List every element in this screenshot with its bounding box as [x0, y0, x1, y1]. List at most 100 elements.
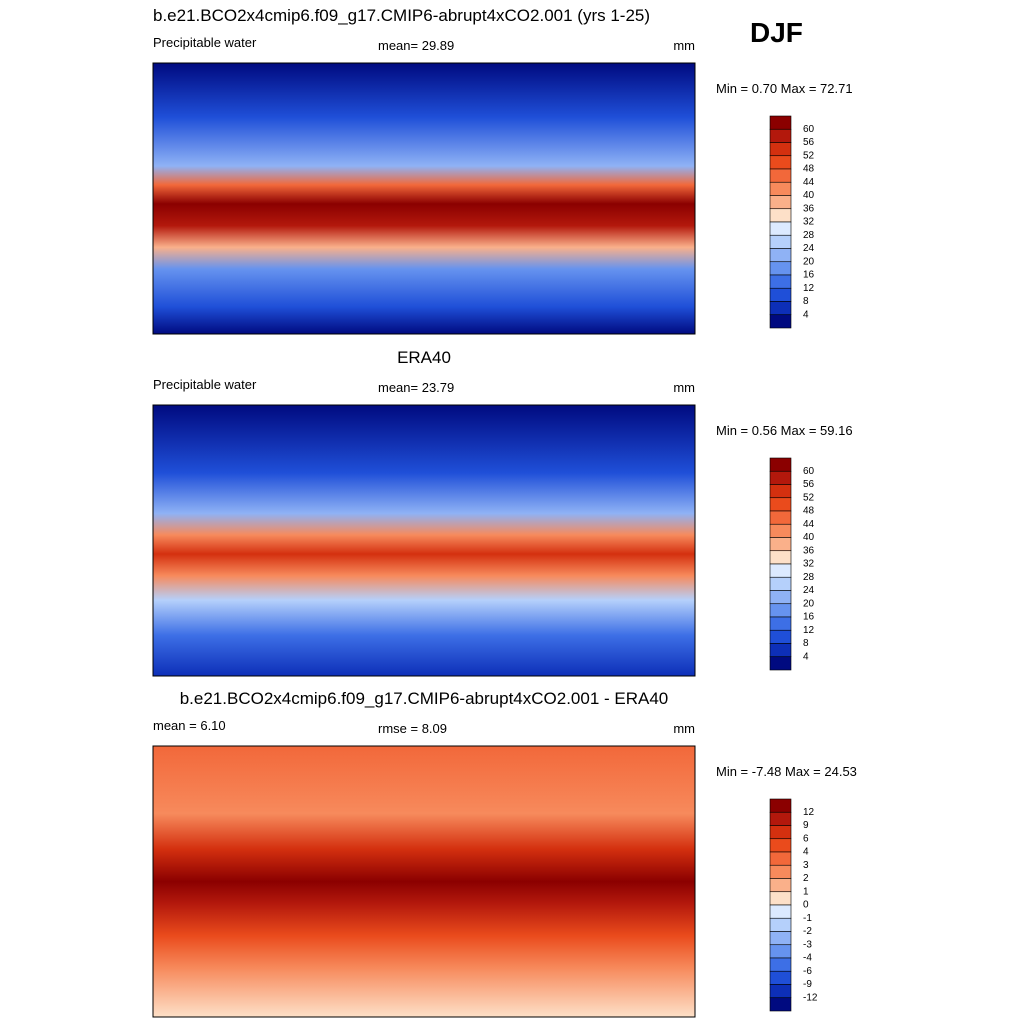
colorbar-label: 12 [803, 283, 815, 294]
units-label: mm [673, 721, 695, 736]
colorbar-box [769, 957, 792, 972]
panels: b.e21.BCO2x4cmip6.f09_g17.CMIP6-abrupt4x… [152, 6, 857, 1018]
min-max-label: Min = -7.48 Max = 24.53 [716, 764, 857, 779]
colorbar-label: 60 [803, 466, 815, 477]
colorbar-label: 48 [803, 164, 815, 175]
colorbar-box [769, 181, 792, 196]
colorbar-box [769, 811, 792, 826]
colorbar-label: 36 [803, 203, 815, 214]
colorbar-box [769, 221, 792, 236]
colorbar-box [769, 470, 792, 485]
left-label: Precipitable water [153, 35, 257, 50]
colorbar-box [769, 274, 792, 289]
colorbar-label: 4 [803, 309, 809, 320]
colorbar-label: -3 [803, 939, 812, 950]
panel-title: ERA40 [397, 348, 451, 367]
colorbar-label: 12 [803, 625, 815, 636]
colorbar-label: 52 [803, 150, 815, 161]
center-label: mean= 29.89 [378, 38, 454, 53]
colorbar-label: 32 [803, 217, 815, 228]
colorbar-label: 4 [803, 651, 809, 662]
colorbar-box [769, 891, 792, 906]
colorbar-label: 9 [803, 820, 809, 831]
colorbar-box [769, 590, 792, 605]
colorbar-label: 28 [803, 230, 815, 241]
colorbar-box [769, 301, 792, 316]
left-label: mean = 6.10 [153, 718, 226, 733]
colorbar-label: 40 [803, 532, 815, 543]
colorbar-label: 40 [803, 190, 815, 201]
colorbar-box [769, 563, 792, 578]
colorbar-box [769, 917, 792, 932]
colorbar-label: 16 [803, 612, 815, 623]
colorbar-label: 60 [803, 124, 815, 135]
colorbar-box [769, 457, 792, 472]
colorbar-box [769, 931, 792, 946]
colorbar-label: 36 [803, 545, 815, 556]
colorbar-box [769, 314, 792, 329]
colorbar-box [769, 878, 792, 893]
min-max-label: Min = 0.70 Max = 72.71 [716, 81, 853, 96]
colorbar-label: 12 [803, 807, 815, 818]
colorbar-label: 1 [803, 886, 809, 897]
colorbar-label: 24 [803, 585, 815, 596]
colorbar-label: 56 [803, 137, 815, 148]
colorbar-box [769, 997, 792, 1012]
colorbar-box [769, 825, 792, 840]
colorbar-label: 3 [803, 860, 809, 871]
colorbar-box [769, 798, 792, 813]
colorbar-box [769, 984, 792, 999]
colorbar-box [769, 838, 792, 853]
colorbar-box [769, 629, 792, 644]
units-label: mm [673, 380, 695, 395]
colorbar-label: 44 [803, 519, 815, 530]
colorbar-label: 52 [803, 492, 815, 503]
colorbar-box [769, 970, 792, 985]
colorbar-box [769, 142, 792, 157]
colorbar-label: -12 [803, 992, 818, 1003]
colorbar-box [769, 234, 792, 249]
colorbar-label: 56 [803, 479, 815, 490]
colorbar-label: 16 [803, 270, 815, 281]
colorbar-box [769, 616, 792, 631]
min-max-label: Min = 0.56 Max = 59.16 [716, 423, 853, 438]
colorbar-box [769, 497, 792, 512]
map-field [152, 745, 696, 1018]
season-label: DJF [750, 17, 803, 48]
colorbar-box [769, 944, 792, 959]
colorbar-label: -6 [803, 966, 812, 977]
colorbar-label: 24 [803, 243, 815, 254]
colorbar-label: 32 [803, 559, 815, 570]
colorbar-label: 28 [803, 572, 815, 583]
colorbar-box [769, 155, 792, 170]
colorbar-box [769, 128, 792, 143]
center-label: mean= 23.79 [378, 380, 454, 395]
colorbar-box [769, 656, 792, 671]
units-label: mm [673, 38, 695, 53]
colorbar-box [769, 576, 792, 591]
colorbar-box [769, 248, 792, 263]
colorbar-label: -2 [803, 926, 812, 937]
colorbar-label: -1 [803, 913, 812, 924]
colorbar-box [769, 550, 792, 565]
colorbar-label: 4 [803, 847, 809, 858]
colorbar-label: 20 [803, 598, 815, 609]
colorbar-box [769, 484, 792, 499]
colorbar-label: 6 [803, 833, 809, 844]
colorbar-label: 48 [803, 506, 815, 517]
colorbar-box [769, 208, 792, 223]
map-field [152, 404, 696, 677]
map-field [152, 62, 696, 335]
colorbar-label: -9 [803, 979, 812, 990]
colorbar-box [769, 523, 792, 538]
colorbar-label: 2 [803, 873, 809, 884]
colorbar-box [769, 864, 792, 879]
panel-title: b.e21.BCO2x4cmip6.f09_g17.CMIP6-abrupt4x… [153, 6, 650, 25]
colorbar-box [769, 168, 792, 183]
colorbar-box [769, 537, 792, 552]
colorbar-box [769, 904, 792, 919]
colorbar-label: 8 [803, 296, 809, 307]
colorbar-box [769, 643, 792, 658]
colorbar-box [769, 510, 792, 525]
